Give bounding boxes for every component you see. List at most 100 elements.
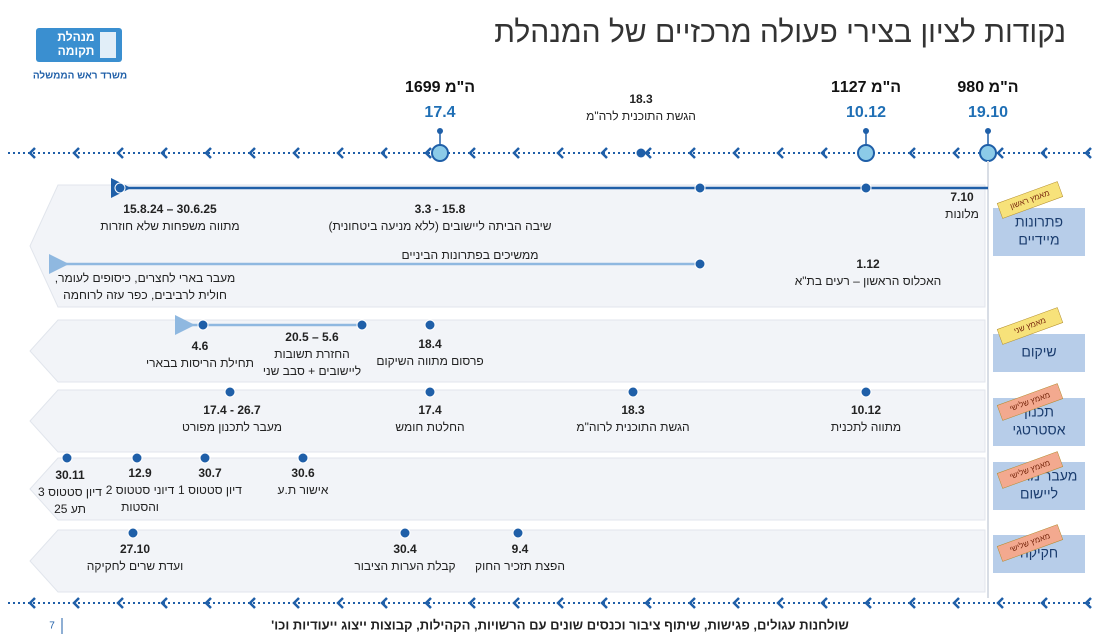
lane-tag-box [996,383,1064,421]
title: נקודות לציון בצירי פעולה מרכזיים של המנה… [494,16,1066,49]
event-text: והסטות [121,500,159,514]
axis-chevron [952,597,960,609]
milestone-circle [979,144,997,162]
event-text: החלטת חומש [395,420,464,434]
axis-chevron [908,597,916,609]
event-date: 10.12 [851,403,881,417]
lane-label: פתרונות [1015,214,1063,230]
event-dot [127,527,139,539]
axis-chevron [556,597,564,609]
axis-chevron [512,147,520,159]
axis-chevron [292,597,300,609]
axis-chevron [292,147,300,159]
axis-chevron [468,597,476,609]
lane-tag-box [996,524,1064,562]
axis-chevron [732,597,740,609]
milestone-stem-dot [985,128,991,134]
axis-chevron [952,147,960,159]
milestone-dot [636,148,646,158]
axis-chevron [600,597,608,609]
event-dot [199,452,211,464]
milestone-decision: ה"מ 980 [957,79,1018,96]
event-date: 30.7 [198,466,222,480]
axis-chevron [1084,147,1092,159]
milestone-date: 10.12 [846,104,886,121]
event-date: 4.6 [192,339,209,353]
axis-chevron [688,597,696,609]
event-date: 26.7 - 17.4 [203,403,261,417]
page-number: 7 [49,621,55,632]
axis-chevron [116,147,124,159]
axis-chevron [776,597,784,609]
axis-chevron [820,147,828,159]
axis-chevron [644,147,652,159]
event-text: הפצת תזכיר החוק [475,559,565,573]
milestone-caption: הגשת התוכנית לרה"מ [586,109,696,123]
lane-label: ליישום [1020,486,1058,502]
event-text: מתווה לתכנית [831,420,901,434]
axis-chevron [336,147,344,159]
event-date: 30.6 [291,466,315,480]
axis-chevron [600,147,608,159]
event-date: 12.9 [128,466,152,480]
axis-chevron [72,147,80,159]
event-text: החזרת תשובות [274,347,350,361]
event-text: אישור ת.ע [278,483,329,497]
footer-text: שולחנות עגולים, פגישות, שיתוף ציבור וכנס… [271,617,849,632]
event-dot [627,386,639,398]
axis-chevron [28,597,36,609]
milestone-stem-dot [437,128,443,134]
axis-chevron [996,147,1004,159]
event-text: דיון סטטוס 3 [38,485,102,499]
lane-band [29,184,986,308]
axis-chevron [248,147,256,159]
lane-band [29,389,986,453]
lane-label: שיקום [1021,344,1056,360]
event-text: מתווה משפחות שלא חוזרות [100,219,239,233]
axis-chevron [996,597,1004,609]
axis-chevron [1040,597,1048,609]
event-text: ועדת שרים לחקיקה [87,559,183,573]
axis-chevron [556,147,564,159]
event-text: דיון סטטוס 1 [178,483,242,497]
milestone-circle [857,144,875,162]
event-text: מעבר לתכנון מפורט [182,420,282,434]
axis-chevron [204,147,212,159]
axis-chevron [204,597,212,609]
event-dot [399,527,411,539]
event-text: האכלוס הראשון – רעים בת"א [795,274,942,288]
event-date: 30.11 [55,468,85,482]
logo [36,28,122,62]
event-dot [356,319,368,331]
lane-label: מיידיים [1018,232,1059,248]
logo-name: מנהלת [57,30,94,44]
milestone-date: 17.4 [424,104,455,121]
event-dot [297,452,309,464]
milestone-decision: ה"מ 1127 [831,79,901,96]
event-text: ממשיכים בפתרונות הביניים [401,248,538,262]
milestone-date: 18.3 [629,92,653,106]
axis-chevron [908,147,916,159]
axis-chevron [336,597,344,609]
event-text: שיבה הביתה ליישובים (ללא מניעה ביטחונית) [328,219,551,233]
event-text: מעבר בארי לחצרים, כיסופים לעומר, [55,271,235,285]
event-dot [114,182,126,194]
lane-tag: מאמץ שני [996,307,1064,345]
axis-chevron [160,597,168,609]
event-text: תחילת הריסות בבארי [146,356,254,370]
logo-name: תקומה [58,44,95,58]
event-date: 1.12 [856,257,880,271]
event-date: 7.10 [950,190,974,204]
lane-tag-box [996,307,1064,345]
milestone-stem-dot [863,128,869,134]
axis-chevron [468,147,476,159]
event-date: 30.6.25 – 15.8.24 [123,202,217,216]
event-dot [424,386,436,398]
axis-chevron [248,597,256,609]
event-date: 15.8 - 3.3 [415,202,466,216]
event-dot [197,319,209,331]
event-dot [131,452,143,464]
event-text: חולית לרביבים, כפר עזה לרוחמה [63,288,227,302]
axis-chevron [688,147,696,159]
